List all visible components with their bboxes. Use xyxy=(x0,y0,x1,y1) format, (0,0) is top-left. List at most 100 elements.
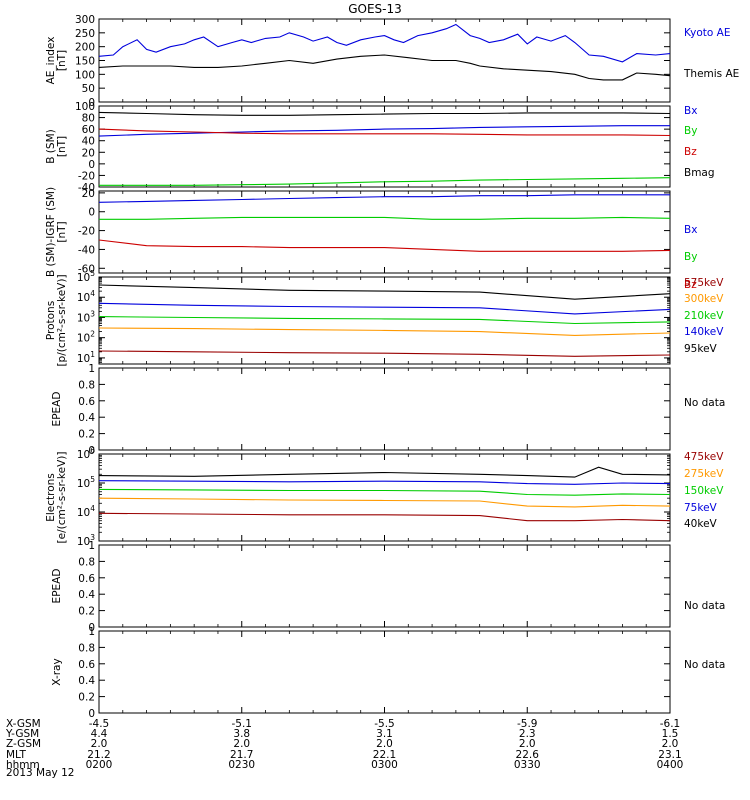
plot-title: GOES-13 xyxy=(348,2,402,16)
series-line-kyoto-ae xyxy=(98,23,671,63)
series-line-575kev xyxy=(98,350,671,357)
panel-5: 0 0.2 0.4 0.6 0.8 1 EPEAD No data xyxy=(51,363,725,457)
series-line-bz xyxy=(98,239,671,252)
legend-themis-ae: Themis AE xyxy=(683,68,739,80)
y-tick-label: 1 xyxy=(88,540,95,552)
legend-300kev: 300keV xyxy=(684,293,724,305)
panel-3: -60 -40 -20 0 20 B (SM)-IGRF (SM)[nT] Bx By Bz xyxy=(45,187,697,291)
legend-40kev: 40keV xyxy=(684,518,718,530)
orbit-value: -6.1 xyxy=(660,718,681,730)
no-data-note: No data xyxy=(684,659,725,671)
y-tick-label: 50 xyxy=(82,83,95,95)
series-line-bx xyxy=(98,194,670,203)
y-tick-label: 60 xyxy=(82,124,95,136)
y-axis-label: Protons[p/(cm²-s-sr-keV)] xyxy=(45,274,68,366)
series-line-75kev xyxy=(98,480,671,485)
legend-by: By xyxy=(684,125,697,137)
legend-75kev: 75keV xyxy=(684,502,718,514)
orbit-label: Z-GSM xyxy=(6,738,41,750)
legend-275kev: 275keV xyxy=(684,468,724,480)
orbit-value: 21.7 xyxy=(230,749,253,761)
orbit-value: 2.0 xyxy=(376,738,393,750)
orbit-value: 2.3 xyxy=(519,728,536,740)
orbit-value: 23.1 xyxy=(658,749,681,761)
orbit-label: MLT xyxy=(6,749,26,761)
y-tick-label: 0.2 xyxy=(78,692,95,704)
y-tick-label: 20 xyxy=(82,147,95,159)
y-tick-label: 0.4 xyxy=(78,675,95,687)
y-tick-label: -40 xyxy=(78,244,95,256)
y-tick-label: 0 xyxy=(88,97,95,109)
legend-bz: Bz xyxy=(684,279,697,291)
orbit-value: -5.9 xyxy=(517,718,538,730)
y-tick-label: 0 xyxy=(88,622,95,634)
y-tick-label: 40 xyxy=(82,136,95,148)
series-line-475kev xyxy=(98,512,671,522)
series-line-140kev xyxy=(98,302,671,315)
y-tick-label: 104 xyxy=(77,289,95,304)
panel-frame xyxy=(98,276,671,365)
no-data-note: No data xyxy=(684,600,725,612)
legend-95kev: 95keV xyxy=(684,343,718,355)
panel-frame xyxy=(98,544,671,628)
y-tick-label: 250 xyxy=(75,28,95,40)
y-tick-label: 0.6 xyxy=(78,573,95,585)
orbit-value: 3.8 xyxy=(233,728,250,740)
y-axis-label: B (SM)[nT] xyxy=(45,129,68,163)
panel-frame xyxy=(98,367,671,451)
orbit-value: 0200 xyxy=(86,759,113,771)
y-tick-label: 105 xyxy=(77,475,95,490)
series-line-210kev xyxy=(98,316,671,325)
orbit-value: -5.1 xyxy=(232,718,253,730)
y-tick-label: -40 xyxy=(78,182,95,194)
y-tick-label: 0.2 xyxy=(78,606,95,618)
orbit-value: 4.4 xyxy=(91,728,108,740)
legend-bz: Bz xyxy=(684,146,697,158)
y-tick-label: 100 xyxy=(75,69,95,81)
y-tick-label: 103 xyxy=(77,533,95,548)
y-tick-label: 1 xyxy=(88,626,95,638)
orbit-value: 22.6 xyxy=(516,749,540,761)
legend-575kev: 575keV xyxy=(684,277,724,289)
series-line-40kev xyxy=(98,466,671,478)
legend-475kev: 475keV xyxy=(684,451,724,463)
y-tick-label: 0.8 xyxy=(78,556,95,568)
orbit-table: X-GSMY-GSMZ-GSMMLThhmm-4.54.42.021.20200… xyxy=(5,718,683,771)
y-tick-label: -20 xyxy=(78,226,95,238)
series-line-themis-ae xyxy=(98,54,671,81)
legend-140kev: 140keV xyxy=(684,326,724,338)
y-tick-label: 101 xyxy=(77,350,95,365)
y-tick-label: 1 xyxy=(88,363,95,375)
y-tick-label: 0 xyxy=(88,708,95,720)
series-line-95kev xyxy=(98,284,671,300)
y-tick-label: 102 xyxy=(77,330,95,345)
legend-kyoto-ae: Kyoto AE xyxy=(684,27,730,39)
panel-6: 103 104 105 106 Electrons[e/(cm²-s-sr-keV)] 4… xyxy=(45,446,724,548)
orbit-label: X-GSM xyxy=(6,718,41,730)
series-line-bx xyxy=(98,125,670,137)
y-axis-label: AE_index[nT] xyxy=(45,37,68,85)
orbit-value: 3.1 xyxy=(376,728,393,740)
orbit-value: 0400 xyxy=(657,759,684,771)
series-line-300kev xyxy=(98,327,671,336)
orbit-value: -5.5 xyxy=(374,718,395,730)
legend-210kev: 210keV xyxy=(684,310,724,322)
legend-bmag: Bmag xyxy=(684,167,715,179)
y-tick-label: 103 xyxy=(77,309,95,324)
y-tick-label: 100 xyxy=(75,101,95,113)
y-tick-label: 20 xyxy=(82,188,95,200)
orbit-value: 2.0 xyxy=(662,738,679,750)
panel-frame xyxy=(98,453,671,542)
orbit-value: 2.0 xyxy=(91,738,108,750)
y-tick-label: 300 xyxy=(75,14,95,26)
series-line-bz xyxy=(98,128,671,137)
y-tick-label: -20 xyxy=(78,170,95,182)
y-tick-label: 105 xyxy=(77,269,95,284)
panel-frame xyxy=(98,18,671,103)
legend-bx: Bx xyxy=(684,105,697,117)
orbit-value: 2.0 xyxy=(233,738,250,750)
y-axis-label: X-ray xyxy=(51,658,63,685)
y-tick-label: 200 xyxy=(75,42,95,54)
